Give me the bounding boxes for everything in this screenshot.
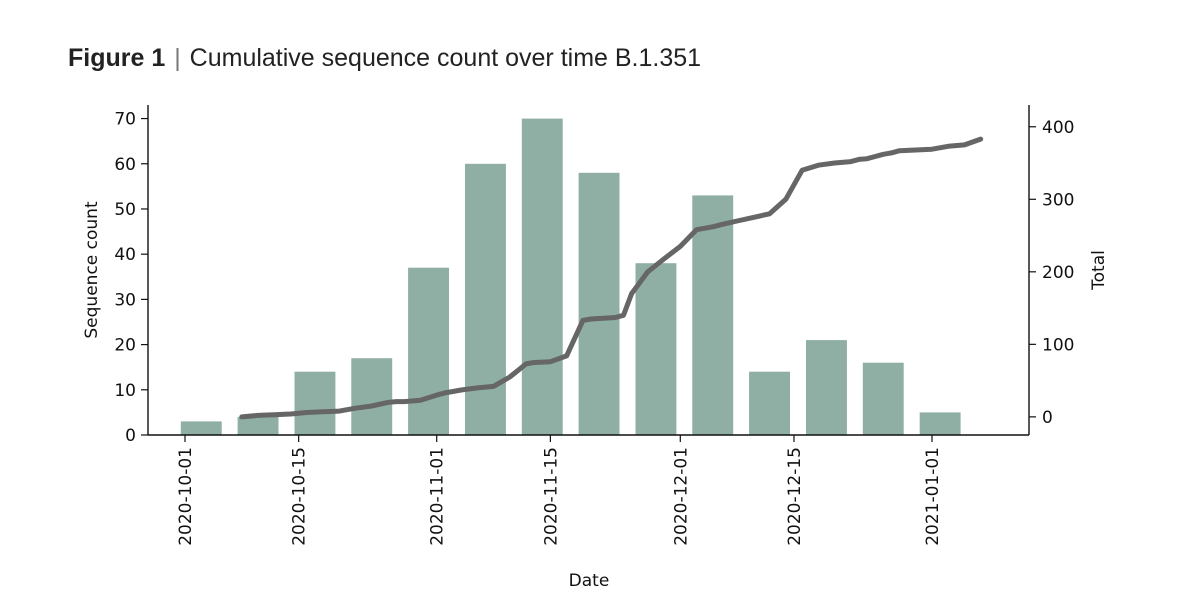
x-tick-label: 2020-10-01 <box>176 447 196 546</box>
x-axis-label: Date <box>569 571 610 591</box>
y-axis-label: Sequence count <box>82 201 102 339</box>
y-tick-label: 60 <box>114 155 136 175</box>
x-tick-label: 2020-12-01 <box>671 447 691 546</box>
bar <box>408 267 449 435</box>
y-tick-label: 10 <box>114 381 136 401</box>
y-tick-label: 0 <box>125 426 136 446</box>
y-tick-label: 20 <box>114 336 136 356</box>
figure-title-separator: | <box>174 44 181 72</box>
bar <box>806 340 847 435</box>
bar <box>351 358 393 435</box>
y-tick-label: 70 <box>114 110 136 130</box>
x-tick-label: 2020-11-01 <box>428 447 448 546</box>
bar <box>919 412 961 435</box>
bar <box>521 118 563 435</box>
x-tick-label: 2020-11-15 <box>541 447 561 546</box>
y-tick-label: 40 <box>114 245 136 265</box>
figure-caption: Cumulative sequence count over time B.1.… <box>189 44 702 72</box>
bar <box>749 371 790 435</box>
bar <box>465 163 506 436</box>
y2-tick-label: 300 <box>1042 190 1074 210</box>
bar <box>862 362 904 435</box>
bar <box>180 421 222 435</box>
y-tick-label: 50 <box>114 200 136 220</box>
y2-tick-label: 200 <box>1042 263 1074 283</box>
figure-label: Figure 1 <box>68 44 166 72</box>
bar-series <box>180 118 961 436</box>
bar <box>635 263 677 435</box>
line-series-layer <box>239 136 984 420</box>
figure-title: Figure 1 | Cumulative sequence count ove… <box>68 44 701 73</box>
bar <box>578 172 620 436</box>
y2-tick-label: 400 <box>1042 118 1074 138</box>
y-tick-label: 30 <box>114 290 136 310</box>
bar <box>237 416 279 435</box>
cumulative-total-line <box>239 136 984 420</box>
x-tick-label: 2020-12-15 <box>785 447 805 546</box>
axes <box>147 105 1030 436</box>
y2-tick-label: 0 <box>1042 408 1053 428</box>
y2-axis-label: Total <box>1089 250 1109 291</box>
bar <box>692 195 734 435</box>
bar <box>294 371 336 435</box>
x-tick-label: 2021-01-01 <box>923 447 943 546</box>
y2-tick-label: 100 <box>1042 335 1074 355</box>
tick-labels: 0 10 20 30 40 50 60 70 0 100 200 300 400 2020-10-01 20… <box>114 110 1074 546</box>
x-tick-label: 2020-10-15 <box>290 447 310 546</box>
